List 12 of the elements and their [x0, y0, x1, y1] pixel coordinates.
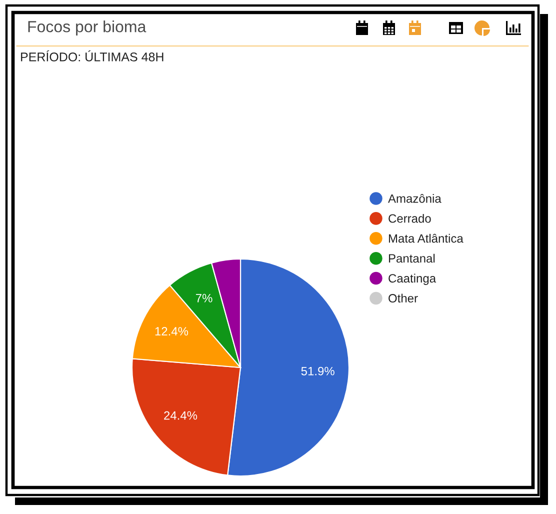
chart-title: Focos por bioma [28, 20, 146, 36]
legend-label: Cerrado [388, 214, 431, 223]
data-label: 7% [196, 294, 212, 302]
data-label: 24.4% [164, 411, 198, 420]
legend-label: Caatinga [388, 274, 436, 285]
legend-label: Other [388, 294, 418, 303]
legend-label: Pantanal [388, 254, 435, 263]
data-label: 51.9% [301, 366, 334, 376]
chart-subtitle: PERÍODO: ÚLTIMAS 48H [21, 50, 164, 62]
legend-label: Mata Atlântica [388, 234, 464, 243]
data-label: 12.4% [155, 327, 188, 336]
legend-label: Amazônia [388, 194, 442, 203]
